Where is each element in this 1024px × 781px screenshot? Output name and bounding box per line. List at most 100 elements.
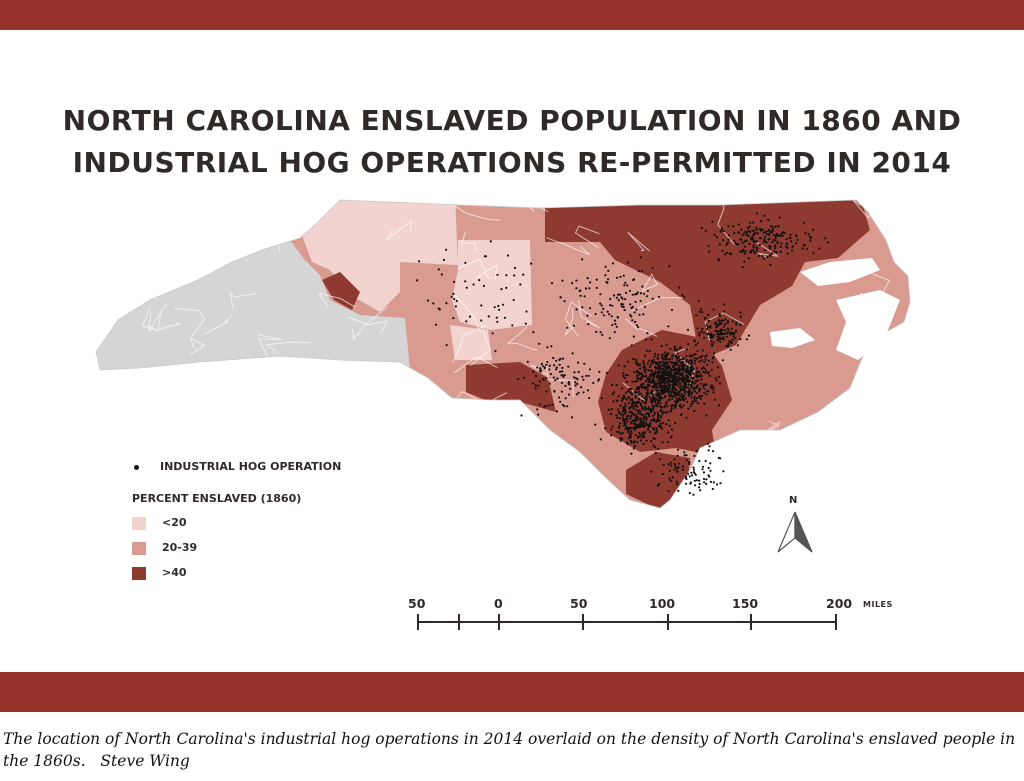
hog-operation-dot [707,359,711,362]
hog-operation-dot [543,366,547,369]
hog-operation-dot [626,360,630,363]
hog-operation-dot [537,384,540,387]
hog-operation-dot [445,344,448,347]
hog-operation-dot [696,385,699,388]
hog-operation-dot [676,470,679,473]
hog-operation-dot [719,482,722,485]
hog-operation-dot [668,469,671,472]
hog-operation-dot [691,400,694,403]
hog-operation-dot [638,364,641,367]
hog-operation-dot [657,391,660,395]
hog-operation-dot [670,373,673,377]
hog-operation-dot [646,289,650,292]
hog-operation-dot [652,375,656,378]
hog-operation-dot [748,242,751,246]
hog-operation-dot [716,324,719,327]
hog-operation-dot [720,322,723,325]
hog-operation-dot [646,388,649,392]
hog-operation-dot [525,310,528,313]
hog-operation-dot [625,291,628,294]
hog-operation-dot [627,414,630,417]
hog-operation-dot [639,299,642,303]
hog-operation-dot [754,231,757,234]
hog-operation-dot [632,335,636,338]
hog-operation-dot [657,416,660,419]
hog-operation-dot [759,220,763,223]
hog-operation-dot [567,393,571,396]
bottom-border-band [0,672,1024,712]
hog-operation-dot [694,473,697,476]
hog-operation-dot [648,415,651,418]
hog-operation-dot [747,334,751,337]
hog-operation-dot [577,391,580,394]
hog-operation-dot [718,243,722,246]
hog-operation-dot [656,401,660,405]
hog-operation-dot [700,375,703,378]
hog-operation-dot [605,280,608,284]
hog-operation-dot [690,384,693,387]
top-border-band [0,0,1024,30]
hog-operation-dot [646,332,649,335]
hog-operation-dot [739,250,742,253]
hog-operation-dot [480,304,483,307]
hog-operation-dot [629,439,633,442]
hog-operation-dot [635,324,639,327]
hog-operation-dot [682,395,685,398]
hog-operation-dot [709,462,712,465]
hog-operation-dot [498,308,501,311]
hog-operation-dot [548,404,551,407]
hog-operation-dot [667,490,670,493]
hog-operation-dot [688,392,691,395]
hog-operation-dot [707,333,710,336]
hog-operation-dot [776,241,779,245]
hog-operation-dot [685,459,688,462]
hog-operation-dot [716,330,719,333]
hog-operation-dot [661,392,665,395]
hog-operation-dot [661,376,664,379]
hog-operation-dot [539,369,543,372]
hog-operation-dot [634,427,637,430]
legend-swatch-lt20 [132,517,146,530]
hog-operation-dot [749,250,752,254]
hog-operation-dot [721,359,725,362]
hog-operation-dot [701,354,704,357]
hog-operation-dot [672,383,675,386]
hog-operation-dot [651,360,654,363]
hog-operation-dot [628,427,631,430]
hog-operation-dot [658,458,662,461]
hog-operation-dot [563,374,566,377]
hog-operation-dot [685,454,688,457]
hog-operation-dot [666,440,669,444]
hog-operation-dot [700,308,703,311]
hog-operation-dot [683,386,686,389]
hog-operation-dot [763,240,766,243]
hog-operation-dot [622,306,625,309]
hog-operation-dot [620,303,623,306]
coastal-inlet [770,328,815,348]
hog-operation-dot [650,338,653,341]
hog-operation-dot [586,389,590,392]
hog-operation-dot [712,481,716,484]
hog-operation-dot [643,416,646,419]
hog-operation-dot [627,396,630,399]
hog-operation-dot [611,262,615,265]
hog-operation-dot [676,358,679,361]
hog-operation-dot [660,381,663,384]
hog-operation-dot [678,364,681,367]
hog-operation-dot [689,481,693,484]
hog-operation-dot [656,393,660,396]
hog-operation-dot [741,234,744,237]
hog-operation-dot [771,228,774,231]
hog-operation-dot [668,424,671,427]
hog-operation-dot [620,305,623,308]
hog-operation-dot [684,477,688,480]
hog-operation-dot [695,396,699,400]
hog-operation-dot [539,367,542,370]
hog-operation-dot [640,433,643,436]
hog-operation-dot [646,407,650,410]
hog-operation-dot [688,354,691,357]
hog-operation-dot [698,390,701,393]
hog-operation-dot [692,368,695,371]
hog-operation-dot [667,419,670,422]
hog-operation-dot [661,388,664,391]
